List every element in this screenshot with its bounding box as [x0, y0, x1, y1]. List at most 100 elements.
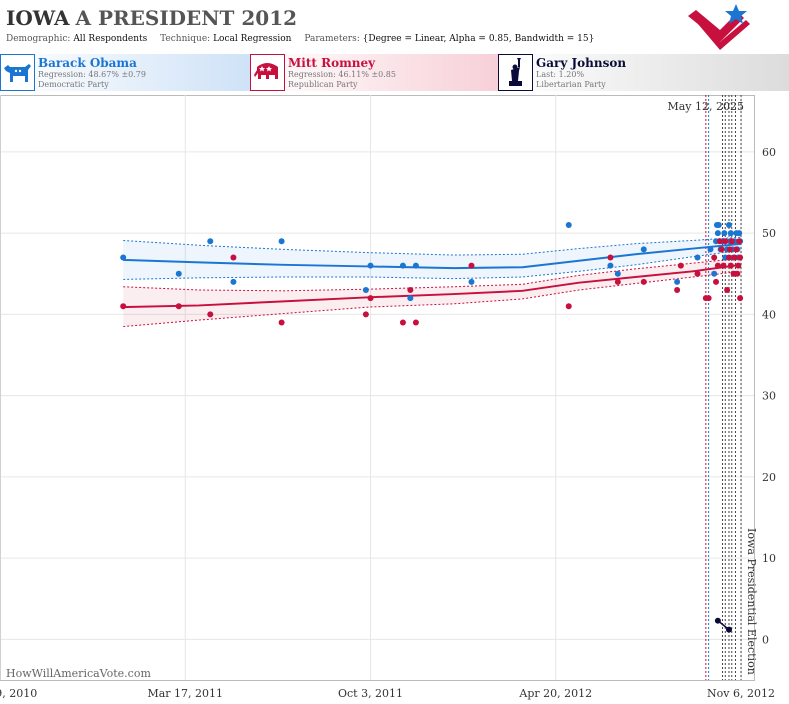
poll-point [407, 295, 414, 302]
donkey-icon [0, 54, 35, 91]
technique-value: Local Regression [213, 34, 292, 44]
poll-point [694, 254, 701, 261]
poll-point [715, 222, 722, 228]
poll-point [367, 295, 374, 302]
poll-point [640, 246, 647, 253]
poll-point [230, 278, 237, 285]
poll-point [412, 262, 419, 269]
state-name: IOWA [6, 6, 70, 30]
y-tick-label: 40 [762, 308, 776, 321]
y-tick-label: 30 [762, 390, 776, 403]
as-of-date-label: May 12, 2025 [667, 100, 744, 113]
poll-point [175, 270, 182, 277]
poll-point [722, 238, 729, 245]
candidate-party: Libertarian Party [536, 80, 606, 89]
poll-point [721, 230, 728, 237]
poll-point [734, 270, 741, 277]
candidate-card-romney: Mitt Romney Regression: 46.11% ±0.85 Rep… [250, 54, 498, 91]
poll-point [737, 295, 744, 302]
candidate-name: Mitt Romney [288, 56, 376, 70]
poll-point [367, 262, 374, 269]
candidate-card-obama: Barack Obama Regression: 48.67% ±0.79 De… [0, 54, 250, 91]
poll-point [640, 278, 647, 285]
poll-point [711, 270, 718, 277]
elephant-icon [250, 54, 285, 91]
poll-point [694, 270, 701, 277]
y-tick-label: 50 [762, 227, 776, 240]
poll-point [362, 311, 369, 318]
poll-point [737, 254, 744, 261]
x-tick-label: Aug 29, 2010 [0, 687, 37, 700]
trend-line [123, 263, 742, 309]
poll-point [727, 262, 734, 269]
candidate-details: Last: 1.20% Libertarian Party [536, 70, 606, 90]
poll-point [677, 262, 684, 269]
poll-point [711, 254, 718, 261]
x-tick-label: Apr 20, 2012 [518, 687, 592, 700]
candidate-card-johnson: Gary Johnson Last: 1.20% Libertarian Par… [498, 54, 789, 91]
candidate-last-value: Last: 1.20% [536, 70, 585, 79]
poll-point [713, 278, 720, 285]
poll-point [230, 254, 237, 261]
poll-point [674, 287, 681, 293]
poll-point [707, 246, 714, 253]
poll-point [733, 246, 740, 253]
confidence-lower [123, 270, 742, 328]
candidate-details: Regression: 48.67% ±0.79 Democratic Part… [38, 70, 146, 90]
poll-point [716, 238, 723, 245]
poll-point [705, 295, 712, 302]
poll-point [725, 222, 732, 228]
poll-point [614, 270, 621, 277]
poll-point [278, 238, 285, 245]
confidence-upper [123, 236, 742, 256]
page-title: IOWA A PRESIDENT 2012 [6, 6, 297, 30]
poll-point [607, 262, 614, 269]
confidence-band [123, 258, 742, 327]
election-label: Iowa Presidential Election [745, 528, 758, 675]
poll-point [714, 230, 721, 237]
candidate-name: Barack Obama [38, 56, 137, 70]
x-tick-label: Nov 6, 2012 [707, 687, 775, 700]
demographic-value: All Respondents [73, 34, 148, 44]
poll-point [724, 287, 731, 293]
race-name: A PRESIDENT 2012 [75, 6, 298, 30]
statue-of-liberty-icon [498, 54, 533, 91]
header: IOWA A PRESIDENT 2012 Demographic: All Re… [0, 0, 789, 50]
poll-point [412, 319, 419, 326]
poll-point [720, 262, 727, 269]
poll-point [468, 262, 475, 269]
candidate-regression: Regression: 46.11% ±0.85 [288, 70, 396, 79]
poll-point [674, 278, 681, 285]
poll-point [362, 287, 369, 293]
poll-point [175, 303, 182, 310]
y-tick-label: 20 [762, 471, 776, 484]
x-tick-label: Mar 17, 2011 [147, 687, 223, 700]
poll-point [565, 303, 572, 310]
poll-point [207, 238, 214, 245]
x-tick-label: Oct 3, 2011 [338, 687, 403, 700]
poll-point [399, 262, 406, 269]
confidence-upper [123, 257, 742, 292]
candidate-name: Gary Johnson [536, 56, 627, 70]
candidate-party: Democratic Party [38, 80, 109, 89]
poll-point [468, 278, 475, 285]
poll-point [728, 238, 735, 245]
demographic-label: Demographic: [6, 34, 71, 44]
poll-point [399, 319, 406, 326]
poll-point [278, 319, 285, 326]
y-tick-label: 0 [762, 633, 769, 646]
poll-point [714, 617, 721, 624]
watermark: HowWillAmericaVote.com [6, 667, 151, 680]
poll-point [207, 311, 214, 318]
y-tick-label: 60 [762, 146, 776, 159]
site-logo-icon [688, 4, 750, 50]
poll-point [725, 254, 732, 261]
poll-point [736, 230, 743, 237]
parameters-value: {Degree = Linear, Alpha = 0.85, Bandwidt… [362, 34, 595, 44]
poll-point [120, 303, 127, 310]
poll-point [735, 262, 742, 269]
y-tick-label: 10 [762, 552, 776, 565]
parameters-line: Demographic: All Respondents Technique: … [6, 34, 594, 44]
plot-frame [0, 95, 755, 681]
